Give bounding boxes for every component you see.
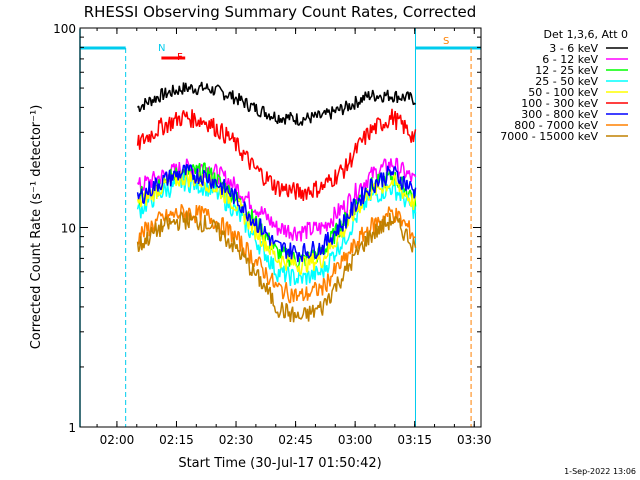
legend-label: 300 - 800 keV [521, 108, 598, 121]
legend-label: 7000 - 15000 keV [500, 130, 598, 143]
y-tick-label: 1 [68, 421, 76, 435]
y-tick-label: 100 [53, 22, 76, 36]
plot-frame [79, 27, 482, 428]
x-tick-label: 03:00 [338, 433, 373, 447]
x-tick-label: 02:15 [159, 433, 194, 447]
x-tick-label: 03:30 [457, 433, 492, 447]
series-line-5 [136, 108, 417, 201]
timestamp: 1-Sep-2022 13:06 [564, 467, 636, 476]
legend-label: 800 - 7000 keV [514, 119, 598, 132]
x-axis-label: Start Time (30-Jul-17 01:50:42) [178, 456, 381, 471]
x-tick-label: 02:45 [278, 433, 313, 447]
x-tick-label: 02:00 [100, 433, 135, 447]
legend-label: 3 - 6 keV [549, 42, 598, 55]
chart-title: RHESSI Observing Summary Count Rates, Co… [84, 3, 477, 21]
legend-title: Det 1,3,6, Att 0 [544, 28, 628, 41]
legend-label: 6 - 12 keV [542, 53, 598, 66]
legend-label: 25 - 50 keV [535, 75, 598, 88]
x-tick-label: 02:30 [219, 433, 254, 447]
y-axis-label: Corrected Count Rate (s⁻¹ detector⁻¹) [29, 105, 44, 350]
saa-label: S [443, 36, 449, 47]
legend-label: 50 - 100 keV [528, 86, 598, 99]
flare-label: F [177, 52, 183, 63]
series-line-7 [136, 203, 416, 304]
series-line-8 [136, 211, 417, 323]
legend-label: 100 - 300 keV [521, 97, 598, 110]
legend-label: 12 - 25 keV [535, 64, 598, 77]
y-axis: 1 10 100 [53, 22, 481, 435]
series-line-0 [136, 81, 417, 126]
x-tick-label: 03:15 [397, 433, 432, 447]
series-line-6 [136, 163, 417, 263]
y-tick-label: 10 [61, 222, 76, 236]
plot-area [79, 28, 481, 427]
x-axis: 02:00 02:15 02:30 02:45 03:00 03:15 03:30 [96, 28, 492, 447]
night-label: N [158, 43, 165, 54]
series-line-4 [136, 170, 417, 276]
